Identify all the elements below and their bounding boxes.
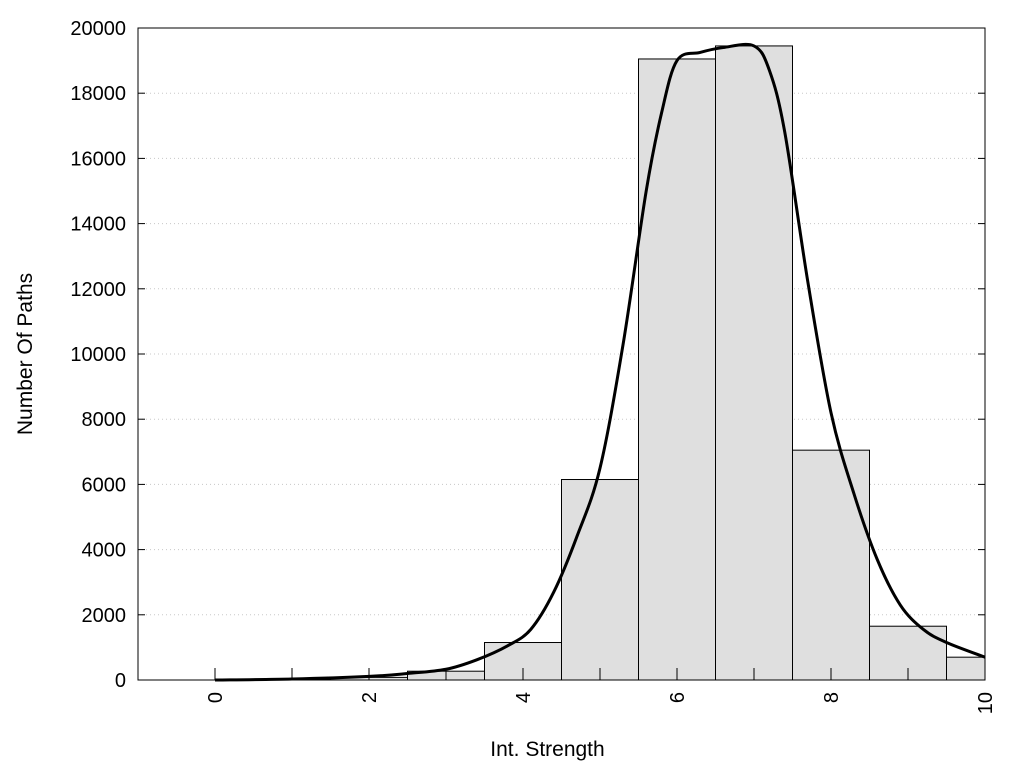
fit-curve [214,42,986,682]
y-tick-label: 10000 [70,344,126,366]
y-tick-label: 20000 [70,18,126,40]
y-tick-label: 16000 [70,148,126,170]
x-tick-label: 0 [205,692,227,703]
y-tick-label: 18000 [70,83,126,105]
y-tick-label: 14000 [70,214,126,236]
x-tick-label: 4 [513,692,535,703]
y-axis-title: Number Of Paths [14,273,37,435]
y-tick-label: 2000 [82,605,127,627]
x-tick-label: 6 [667,692,689,703]
histogram-bar [792,449,870,681]
histogram-bar [946,656,986,681]
y-tick-label: 12000 [70,279,126,301]
x-tick-label: 8 [821,692,843,703]
ticks [138,27,986,681]
y-tick-label: 4000 [82,540,127,562]
tick-labels: 0 2000 4000 6000 8000 10000 12000 14000 16000 180… [70,18,997,714]
y-tick-label: 6000 [82,474,127,496]
x-tick-label: 2 [359,692,381,703]
histogram-bar [638,58,716,681]
y-tick-label: 8000 [82,409,127,431]
histogram-bar [561,479,639,681]
histogram-bar [715,45,793,681]
x-axis-title: Int. Strength [490,738,604,761]
y-tick-label: 0 [115,670,126,692]
curves [214,42,986,682]
x-tick-label: 10 [975,692,997,714]
